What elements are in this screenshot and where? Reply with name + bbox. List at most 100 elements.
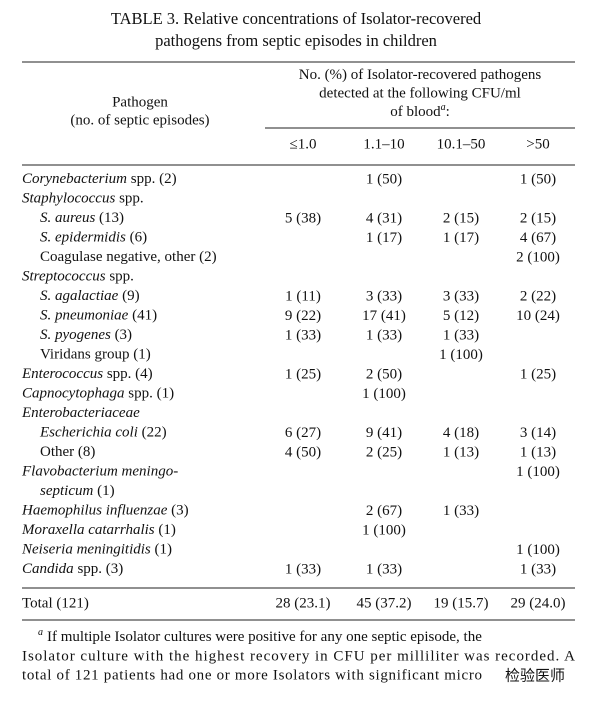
cell: 2 (22) (520, 288, 556, 304)
text-segment: Capnocytophaga (22, 386, 125, 402)
footnote-mark: a (38, 627, 43, 638)
cell: 2 (50) (366, 366, 402, 382)
row-label: Corynebacterium spp. (2) (22, 171, 177, 187)
cell: 1 (33) (443, 327, 479, 343)
spanner-header: of blooda: (390, 102, 450, 120)
text-segment: S. pneumoniae (40, 308, 129, 324)
text-segment: Viridans group (1) (40, 347, 151, 363)
row-label: Enterobacteriaceae (21, 405, 140, 421)
text-segment: spp. (3) (74, 561, 124, 577)
text-segment: S. pyogenes (40, 327, 111, 343)
text-segment: Neiseria meningitidis (21, 542, 151, 558)
cell: 2 (67) (366, 503, 402, 519)
text-segment: spp. (4) (103, 366, 153, 382)
text-segment: (3) (167, 503, 188, 519)
text-segment: (6) (126, 230, 147, 246)
footnote-line: Isolator culture with the highest recove… (22, 648, 575, 664)
cell: 1 (13) (443, 444, 479, 460)
row-label: Staphylococcus spp. (22, 191, 144, 207)
text-segment: a (441, 102, 446, 113)
total-cell: 19 (15.7) (434, 595, 489, 611)
row-label: Escherichia coli (22) (39, 425, 167, 441)
watermark: 检验医师 (505, 667, 565, 685)
cell: 5 (12) (443, 308, 479, 324)
cell: 1 (33) (285, 327, 321, 343)
cell: 1 (100) (362, 522, 406, 538)
cell: 1 (100) (439, 347, 483, 363)
row-label: Coagulase negative, other (2) (40, 249, 217, 265)
cell: 9 (22) (285, 308, 321, 324)
row-label: S. agalactiae (9) (40, 288, 140, 304)
row-label: Other (8) (40, 444, 95, 460)
spanner-header: No. (%) of Isolator-recovered pathogens (299, 67, 542, 83)
cell: 1 (50) (520, 171, 556, 187)
row-label: Candida spp. (3) (22, 561, 123, 577)
text-segment: (1) (155, 522, 176, 538)
cell: 4 (18) (443, 425, 479, 441)
text-segment: septicum (40, 483, 93, 499)
cell: 1 (100) (362, 386, 406, 402)
text-segment: Corynebacterium (22, 171, 127, 187)
row-label: Capnocytophaga spp. (1) (22, 386, 174, 402)
cell: 1 (100) (516, 464, 560, 480)
row-label: septicum (1) (40, 483, 115, 499)
column-header: ≤1.0 (290, 136, 317, 152)
text-segment: Flavobacterium meningo- (21, 464, 178, 480)
text-segment: No. (%) of Isolator-recovered pathogens (299, 67, 542, 83)
cell: 1 (33) (520, 561, 556, 577)
text-segment: (1) (93, 483, 114, 499)
row-label: Enterococcus spp. (4) (21, 366, 153, 382)
cell: 1 (25) (520, 366, 556, 382)
cell: 4 (31) (366, 210, 402, 226)
text-segment: (41) (128, 308, 157, 324)
text-segment: Haemophilus influenzae (21, 503, 168, 519)
spanner-header: detected at the following CFU/ml (319, 86, 521, 102)
cell: 2 (15) (520, 210, 556, 226)
row-label: Neiseria meningitidis (1) (21, 542, 172, 558)
text-segment: S. aureus (40, 210, 95, 226)
text-segment: Other (8) (40, 444, 95, 460)
row-label: S. pneumoniae (41) (40, 308, 157, 324)
footnote-text: If multiple Isolator cultures were posit… (47, 629, 482, 645)
title-line: TABLE 3. Relative concentrations of Isol… (111, 9, 482, 28)
text-segment: (13) (95, 210, 124, 226)
total-cell: 29 (24.0) (511, 595, 566, 611)
text-segment: spp. (106, 269, 134, 285)
text-segment: Moraxella catarrhalis (21, 522, 155, 538)
cell: 2 (15) (443, 210, 479, 226)
text-segment: Staphylococcus (22, 191, 115, 207)
row-label: Streptococcus spp. (22, 269, 134, 285)
footnote-line: a If multiple Isolator cultures were posi… (38, 627, 482, 645)
text-segment: of blood (390, 104, 441, 120)
cell: 5 (38) (285, 210, 321, 226)
row-label: Viridans group (1) (40, 347, 151, 363)
cell: 3 (33) (443, 288, 479, 304)
text-segment: spp. (115, 191, 143, 207)
text-segment: Escherichia coli (39, 425, 138, 441)
cell: 3 (33) (366, 288, 402, 304)
cell: 4 (67) (520, 230, 556, 246)
cell: 6 (27) (285, 425, 321, 441)
column-header: 1.1–10 (363, 136, 404, 152)
text-segment: (3) (111, 327, 132, 343)
text-segment: Streptococcus (22, 269, 106, 285)
text-segment: spp. (1) (125, 386, 175, 402)
stub-header: (no. of septic episodes) (70, 112, 209, 128)
cell: 1 (13) (520, 444, 556, 460)
stub-header: Pathogen (112, 94, 168, 110)
cell: 3 (14) (520, 425, 556, 441)
text-segment: Enterobacteriaceae (21, 405, 140, 421)
cell: 2 (25) (366, 444, 402, 460)
column-header: >50 (526, 136, 549, 152)
cell: 1 (33) (366, 561, 402, 577)
cell: 2 (100) (516, 249, 560, 265)
cell: 1 (33) (366, 327, 402, 343)
row-label: S. epidermidis (6) (40, 230, 147, 246)
column-header: 10.1–50 (437, 136, 486, 152)
footnote-line: total of 121 patients had one or more Is… (22, 667, 482, 683)
cell: 1 (33) (443, 503, 479, 519)
text-segment: (9) (118, 288, 139, 304)
text-segment: S. epidermidis (40, 230, 126, 246)
cell: 1 (100) (516, 542, 560, 558)
